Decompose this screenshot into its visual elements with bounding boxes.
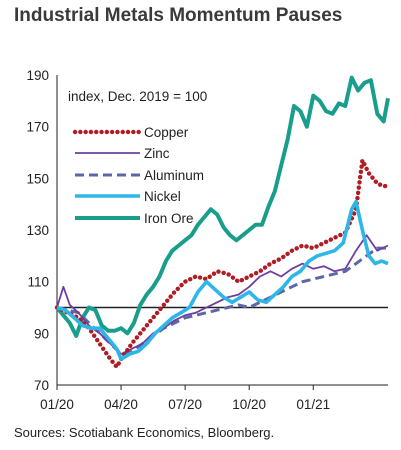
x-tick-label: 01/20 [40, 397, 74, 412]
legend-label: Iron Ore [144, 211, 194, 226]
y-tick-label: 90 [34, 326, 49, 341]
y-tick-label: 110 [27, 275, 49, 290]
source-note: Sources: Scotiabank Economics, Bloomberg… [14, 425, 275, 440]
x-tick-label: 04/20 [104, 397, 138, 412]
series-line-nickel [56, 199, 389, 361]
y-tick-label: 170 [26, 120, 49, 135]
x-tick-label: 07/20 [168, 397, 202, 412]
series-line-zinc [56, 234, 389, 355]
y-tick-label: 190 [26, 68, 49, 83]
y-tick-label: 150 [26, 171, 49, 186]
legend-label: Aluminum [144, 168, 204, 183]
legend-label: Copper [144, 125, 189, 140]
y-tick-label: 70 [34, 378, 49, 393]
chart-title: Industrial Metals Momentum Pauses [14, 5, 343, 26]
series-line-aluminum [56, 246, 388, 356]
y-tick-label: 130 [26, 223, 49, 238]
legend-label: Zinc [144, 146, 170, 161]
x-tick-label: 10/20 [232, 397, 266, 412]
series-line-iron-ore [55, 75, 390, 338]
unit-note: index, Dec. 2019 = 100 [68, 89, 207, 104]
legend-label: Nickel [144, 189, 181, 204]
x-tick-label: 01/21 [296, 397, 330, 412]
